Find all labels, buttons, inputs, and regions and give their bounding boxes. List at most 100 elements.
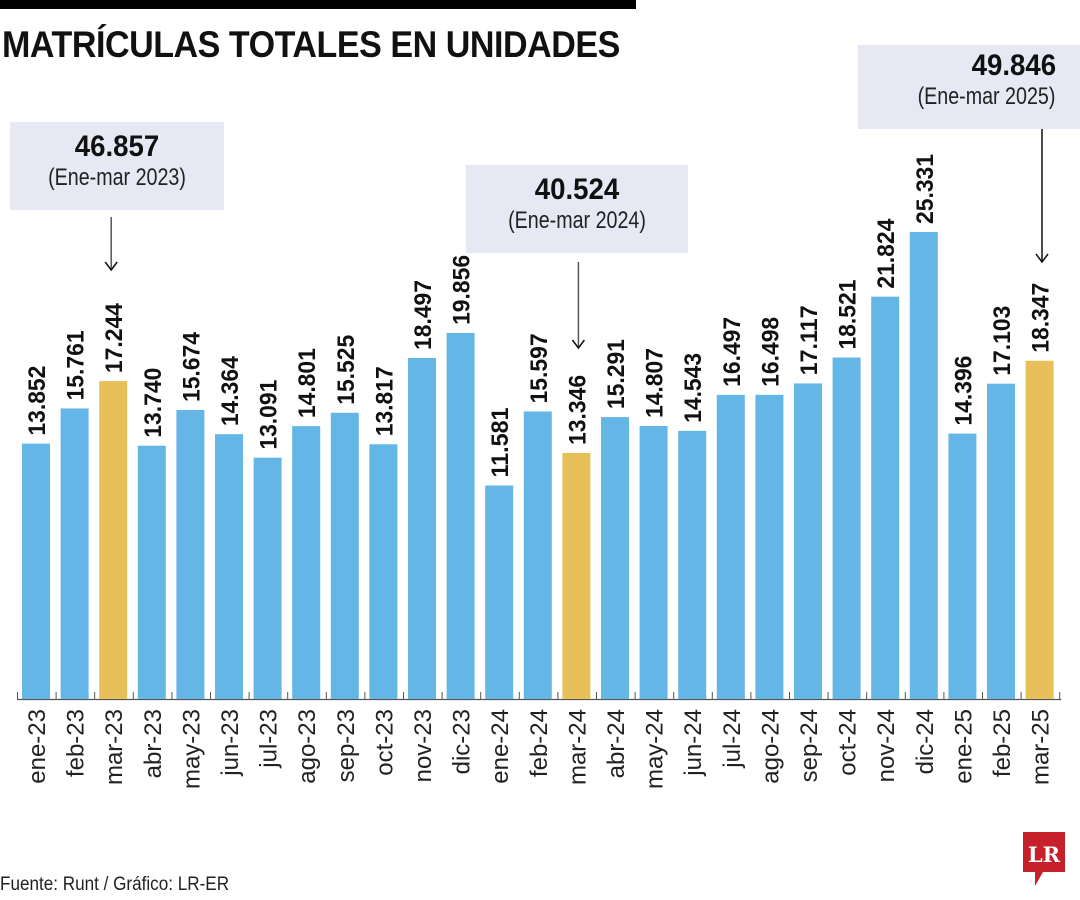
callout-2025: 49.846 (Ene-mar 2025)	[858, 45, 1080, 129]
value-label: 14.543	[680, 353, 707, 423]
callout-2024: 40.524 (Ene-mar 2024)	[466, 165, 688, 253]
bar-mar-24	[562, 452, 591, 699]
callout-2024-label: (Ene-mar 2024)	[508, 207, 646, 234]
bar-feb-25	[987, 383, 1015, 699]
value-label: 13.346	[564, 375, 591, 445]
callout-2025-label: (Ene-mar 2025)	[917, 83, 1056, 110]
x-tick-label: mar-23	[101, 709, 128, 785]
value-label: 16.498	[757, 317, 784, 387]
callout-2023-value: 46.857	[74, 130, 160, 163]
x-tick-label: oct-23	[371, 709, 398, 776]
value-label: 14.807	[642, 348, 669, 418]
x-tick-label: abr-24	[603, 709, 630, 778]
value-label: 18.347	[1028, 283, 1055, 353]
value-label: 15.291	[603, 339, 630, 409]
bar-sep-24	[794, 383, 822, 699]
value-label: 14.801	[294, 348, 321, 418]
value-label: 13.817	[371, 366, 398, 436]
x-tick-label: abr-23	[140, 709, 167, 778]
x-tick-label: mar-24	[564, 709, 591, 785]
bar-ene-24	[485, 485, 514, 699]
value-label: 17.117	[796, 305, 823, 375]
x-tick-label: dic-24	[912, 709, 939, 774]
bar-jul-23	[253, 457, 282, 699]
bar-may-23	[176, 410, 205, 699]
x-tick-label: ago-23	[294, 709, 321, 784]
value-label: 16.497	[719, 317, 746, 387]
x-tick-label: may-23	[178, 709, 205, 789]
value-label: 11.581	[487, 407, 514, 477]
source-note: Fuente: Runt / Gráfico: LR-ER	[0, 874, 230, 895]
x-tick-label: jul-24	[719, 709, 746, 769]
bar-abr-23	[137, 445, 166, 699]
bar-nov-24	[871, 296, 900, 699]
bar-jun-23	[215, 434, 243, 699]
x-tick-label: nov-24	[873, 709, 900, 782]
bar-jun-24	[678, 430, 707, 699]
value-label: 13.740	[140, 368, 167, 438]
bar-dic-24	[909, 232, 938, 699]
value-label: 17.103	[989, 306, 1016, 376]
bar-oct-24	[832, 357, 861, 699]
bar-abr-24	[601, 417, 629, 699]
lr-logo: LR	[1023, 832, 1065, 886]
bar-mar-25	[1025, 360, 1054, 699]
bar-feb-24	[523, 411, 552, 699]
value-label: 15.761	[63, 330, 90, 400]
bar-ago-24	[755, 394, 784, 699]
x-tick-label: feb-25	[989, 709, 1016, 777]
callout-2024-value: 40.524	[534, 173, 620, 206]
value-label: 13.091	[256, 380, 283, 450]
x-tick-label: sep-24	[796, 709, 823, 782]
x-tick-label: ene-25	[950, 709, 977, 784]
callout-2023-label: (Ene-mar 2023)	[48, 164, 186, 191]
value-label: 14.364	[217, 356, 244, 427]
value-label: 14.396	[950, 356, 977, 426]
top-rule	[0, 0, 636, 9]
x-tick-label: ago-24	[757, 709, 784, 784]
bar-dic-23	[446, 332, 475, 699]
x-tick-label: jun-24	[680, 709, 707, 777]
value-label: 17.244	[101, 302, 128, 373]
bar-ene-25	[948, 433, 977, 699]
x-tick-label: feb-23	[63, 709, 90, 777]
bar-may-24	[639, 426, 668, 699]
x-tick-label: ene-23	[24, 709, 51, 784]
x-tick-label: mar-25	[1028, 709, 1055, 785]
value-label: 13.852	[24, 366, 51, 436]
arrow-2024-head	[571, 339, 586, 350]
x-tick-label: sep-23	[333, 709, 360, 782]
value-label: 25.331	[912, 154, 939, 224]
lr-logo-badge	[1023, 832, 1065, 886]
x-tick-label: may-24	[642, 709, 669, 789]
value-label: 18.497	[410, 280, 437, 350]
value-label: 19.856	[449, 255, 476, 325]
x-tick-label: feb-24	[526, 709, 553, 777]
bar-oct-23	[369, 444, 398, 699]
x-tick-label: oct-24	[835, 709, 862, 776]
bar-feb-23	[60, 408, 89, 699]
chart-title: MATRÍCULAS TOTALES EN UNIDADES	[2, 24, 620, 65]
bar-ene-23	[22, 443, 50, 699]
callout-2025-value: 49.846	[971, 49, 1057, 82]
x-tick-label: nov-23	[410, 709, 437, 782]
lr-logo-text: LR	[1028, 842, 1061, 867]
x-tick-label: ene-24	[487, 709, 514, 784]
callout-2023: 46.857 (Ene-mar 2023)	[10, 122, 224, 210]
bar-jul-24	[716, 394, 745, 699]
bar-mar-23	[99, 381, 128, 699]
value-label: 15.597	[526, 333, 553, 403]
value-label: 15.525	[333, 335, 360, 405]
value-label: 18.521	[835, 280, 862, 350]
x-tick-label: dic-23	[449, 709, 476, 774]
bar-sep-23	[330, 412, 359, 699]
bar-ago-23	[292, 426, 321, 699]
value-label: 15.674	[178, 331, 205, 402]
x-tick-label: jul-23	[256, 709, 283, 769]
value-label: 21.824	[873, 218, 900, 289]
arrow-2023-head	[104, 261, 118, 272]
bar-nov-23	[408, 357, 436, 699]
arrow-2025-head	[1035, 253, 1049, 264]
x-tick-label: jun-23	[217, 709, 244, 777]
